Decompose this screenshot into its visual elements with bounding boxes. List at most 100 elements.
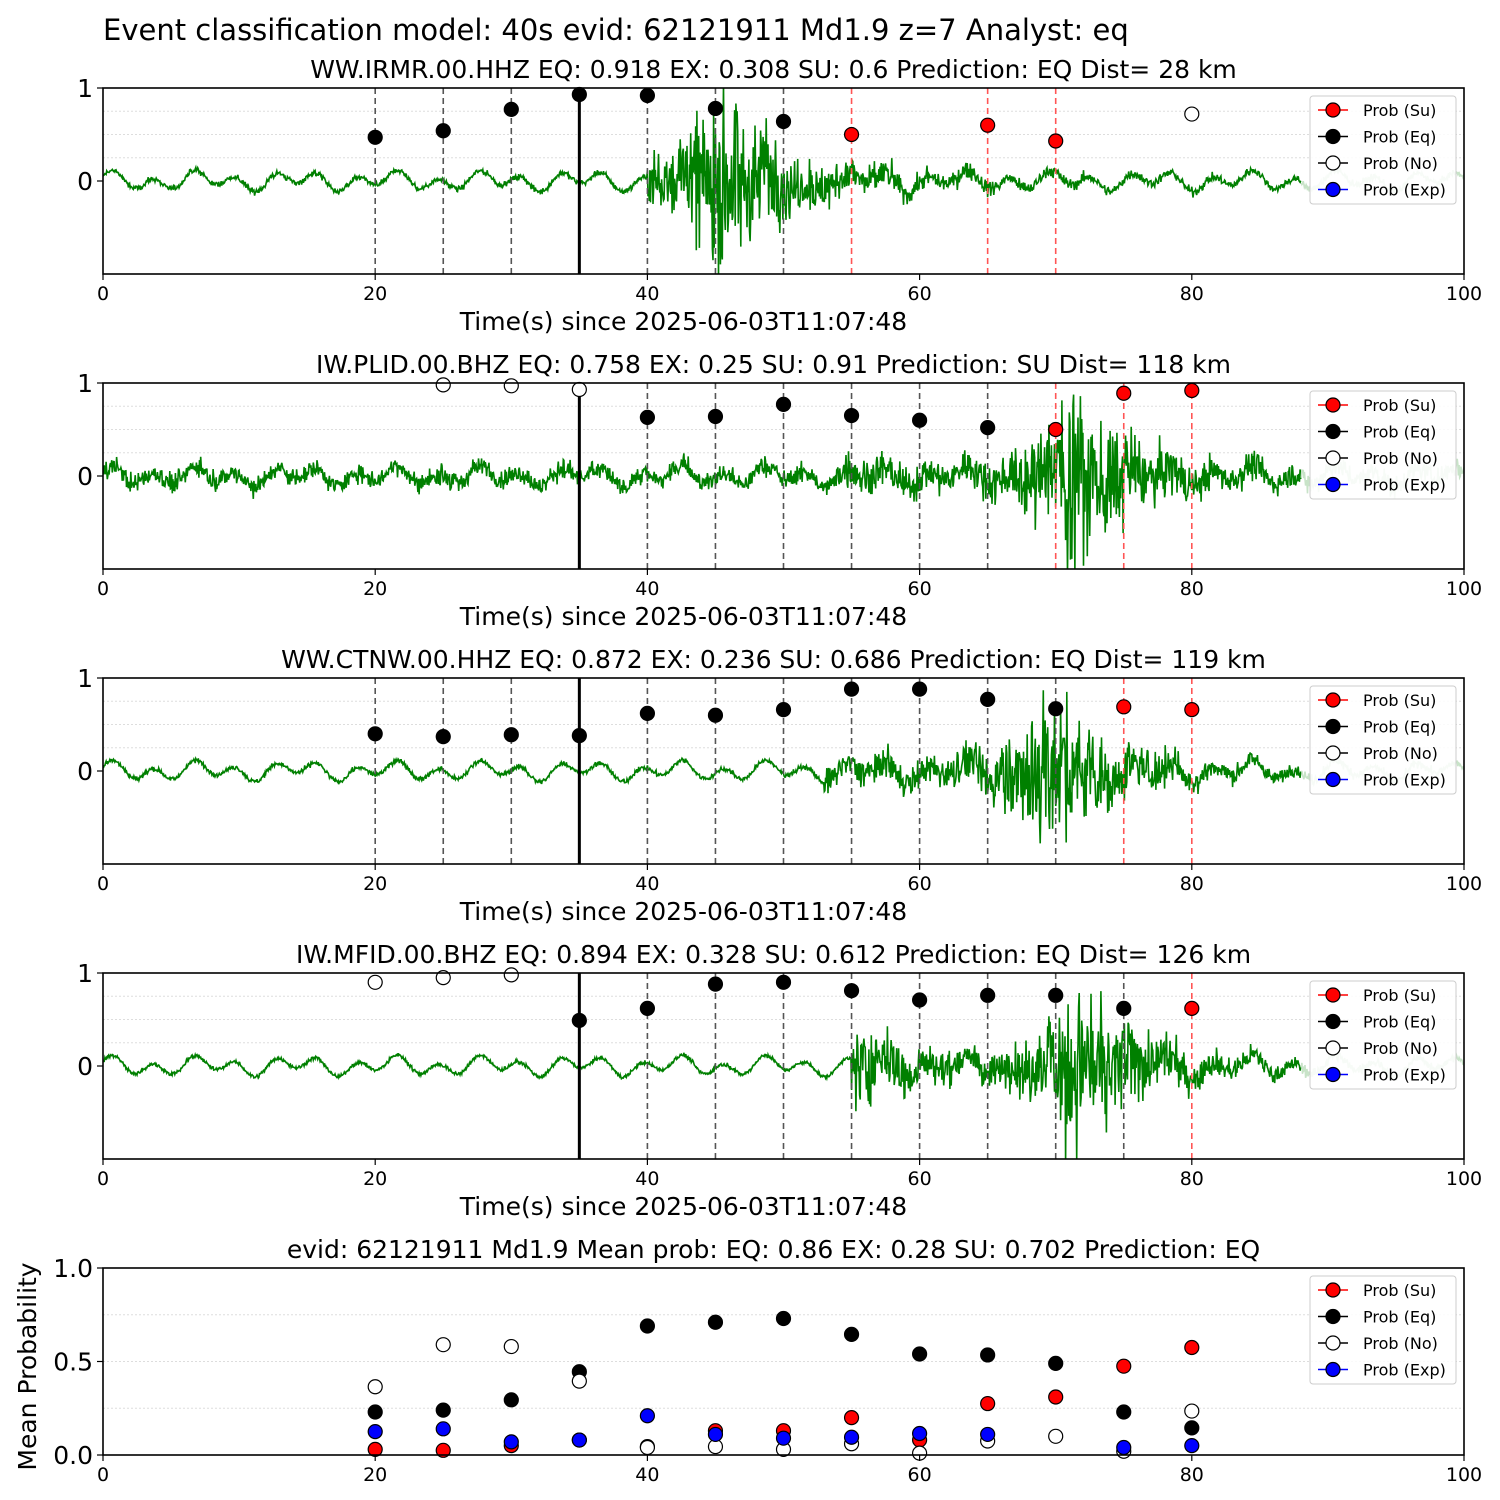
legend-marker-su: [1325, 102, 1341, 118]
marker-su: [1184, 1339, 1200, 1356]
legend-label-su: Prob (Su): [1363, 1281, 1436, 1300]
legend: Prob (Su) Prob (Eq) Prob (No) Prob (Exp): [1309, 390, 1457, 500]
x-tick-label: 80: [1180, 1168, 1204, 1190]
legend-marker-no: [1325, 450, 1341, 466]
marker-eq: [911, 1346, 928, 1362]
y-axis-label: Mean Probability: [13, 1262, 42, 1470]
waveform-trace: [103, 88, 1302, 274]
x-tick-label: 60: [908, 1464, 932, 1486]
legend-label-eq: Prob (Eq): [1363, 718, 1436, 737]
marker-su: [1116, 699, 1132, 715]
x-axis-label: Time(s) since 2025-06-03T11:07:48: [459, 897, 907, 926]
marker-eq: [503, 101, 519, 117]
marker-su: [980, 1395, 996, 1412]
marker-exp: [1116, 1439, 1132, 1456]
marker-su: [843, 1409, 860, 1426]
marker-eq: [367, 726, 383, 742]
legend-marker-exp: [1325, 476, 1341, 493]
marker-eq: [775, 1310, 792, 1327]
marker-eq: [843, 983, 860, 999]
x-tick-label: 0: [97, 1464, 109, 1486]
marker-no: [435, 970, 451, 986]
marker-eq: [707, 976, 724, 992]
x-tick-label: 20: [363, 1464, 387, 1486]
legend-marker-eq: [1325, 1013, 1341, 1030]
legend-marker-su: [1325, 397, 1341, 413]
legend-marker-eq: [1325, 718, 1341, 735]
legend-label-exp: Prob (Exp): [1363, 476, 1446, 495]
legend-marker-su: [1325, 1282, 1341, 1298]
x-tick-label: 100: [1446, 1168, 1482, 1190]
waveform-trace: [103, 394, 1302, 569]
panel-title: WW.IRMR.00.HHZ EQ: 0.918 EX: 0.308 SU: 0…: [310, 55, 1237, 84]
x-tick-label: 20: [363, 283, 387, 305]
panel-1: WW.IRMR.00.HHZ EQ: 0.918 EX: 0.308 SU: 0…: [77, 55, 1482, 336]
marker-no: [571, 381, 587, 398]
marker-su: [1116, 1358, 1132, 1374]
legend-label-eq: Prob (Eq): [1363, 1013, 1436, 1032]
marker-exp: [435, 1421, 451, 1437]
legend-label-eq: Prob (Eq): [1363, 1308, 1436, 1327]
x-tick-label: 0: [97, 578, 109, 600]
marker-su: [843, 126, 860, 143]
marker-su: [1116, 385, 1132, 401]
x-tick-label: 40: [635, 1168, 659, 1190]
marker-eq: [639, 1318, 656, 1334]
marker-eq: [775, 702, 792, 718]
x-tick-label: 20: [363, 1168, 387, 1190]
marker-eq: [980, 987, 996, 1003]
marker-eq: [707, 408, 724, 425]
legend: Prob (Su) Prob (Eq) Prob (No) Prob (Exp): [1309, 95, 1457, 205]
legend-label-exp: Prob (Exp): [1363, 181, 1446, 200]
marker-exp: [571, 1432, 587, 1448]
marker-eq: [980, 691, 996, 707]
legend-label-su: Prob (Su): [1363, 691, 1436, 710]
figure-suptitle: Event classification model: 40s evid: 62…: [103, 13, 1129, 47]
legend-label-exp: Prob (Exp): [1363, 1361, 1446, 1380]
x-tick-label: 40: [635, 1464, 659, 1486]
y-tick-label: 1.0: [53, 1254, 93, 1283]
x-tick-label: 40: [635, 283, 659, 305]
marker-no: [503, 378, 519, 394]
marker-exp: [775, 1430, 792, 1446]
marker-no: [639, 1439, 656, 1456]
marker-eq: [503, 1392, 519, 1408]
legend-label-exp: Prob (Exp): [1363, 771, 1446, 790]
marker-eq: [571, 728, 587, 744]
x-tick-label: 60: [908, 873, 932, 895]
waveform-trace: [103, 690, 1302, 844]
legend-label-su: Prob (Su): [1363, 101, 1436, 120]
y-tick-label: 1: [77, 664, 93, 693]
marker-su: [1184, 1000, 1200, 1016]
marker-eq: [707, 100, 724, 117]
marker-su: [980, 117, 996, 133]
marker-eq: [367, 129, 383, 145]
y-tick-label: 0: [77, 167, 93, 196]
marker-eq: [1048, 987, 1064, 1003]
marker-no: [1184, 106, 1200, 122]
marker-eq: [639, 1000, 656, 1016]
legend-marker-exp: [1325, 1066, 1341, 1083]
marker-eq: [1116, 1404, 1132, 1420]
x-tick-label: 0: [97, 1168, 109, 1190]
legend-label-no: Prob (No): [1363, 744, 1438, 763]
marker-eq: [639, 87, 656, 104]
legend-label-su: Prob (Su): [1363, 986, 1436, 1005]
marker-eq: [980, 1347, 996, 1363]
legend: Prob (Su) Prob (Eq) Prob (No) Prob (Exp): [1309, 980, 1457, 1090]
y-tick-label: 0: [77, 462, 93, 491]
panels: WW.IRMR.00.HHZ EQ: 0.918 EX: 0.308 SU: 0…: [13, 55, 1482, 1486]
panel-4: IW.MFID.00.BHZ EQ: 0.894 EX: 0.328 SU: 0…: [77, 940, 1482, 1221]
marker-no: [1184, 1403, 1200, 1419]
x-axis-label: Time(s) since 2025-06-03T11:07:48: [459, 602, 907, 631]
marker-eq: [775, 113, 792, 130]
legend-marker-no: [1325, 745, 1341, 761]
marker-no: [367, 1379, 383, 1395]
waveform-trace: [103, 991, 1302, 1159]
marker-no: [435, 1337, 451, 1353]
x-tick-label: 60: [908, 283, 932, 305]
marker-eq: [571, 86, 587, 103]
marker-no: [571, 1373, 587, 1389]
marker-exp: [1184, 1438, 1200, 1454]
